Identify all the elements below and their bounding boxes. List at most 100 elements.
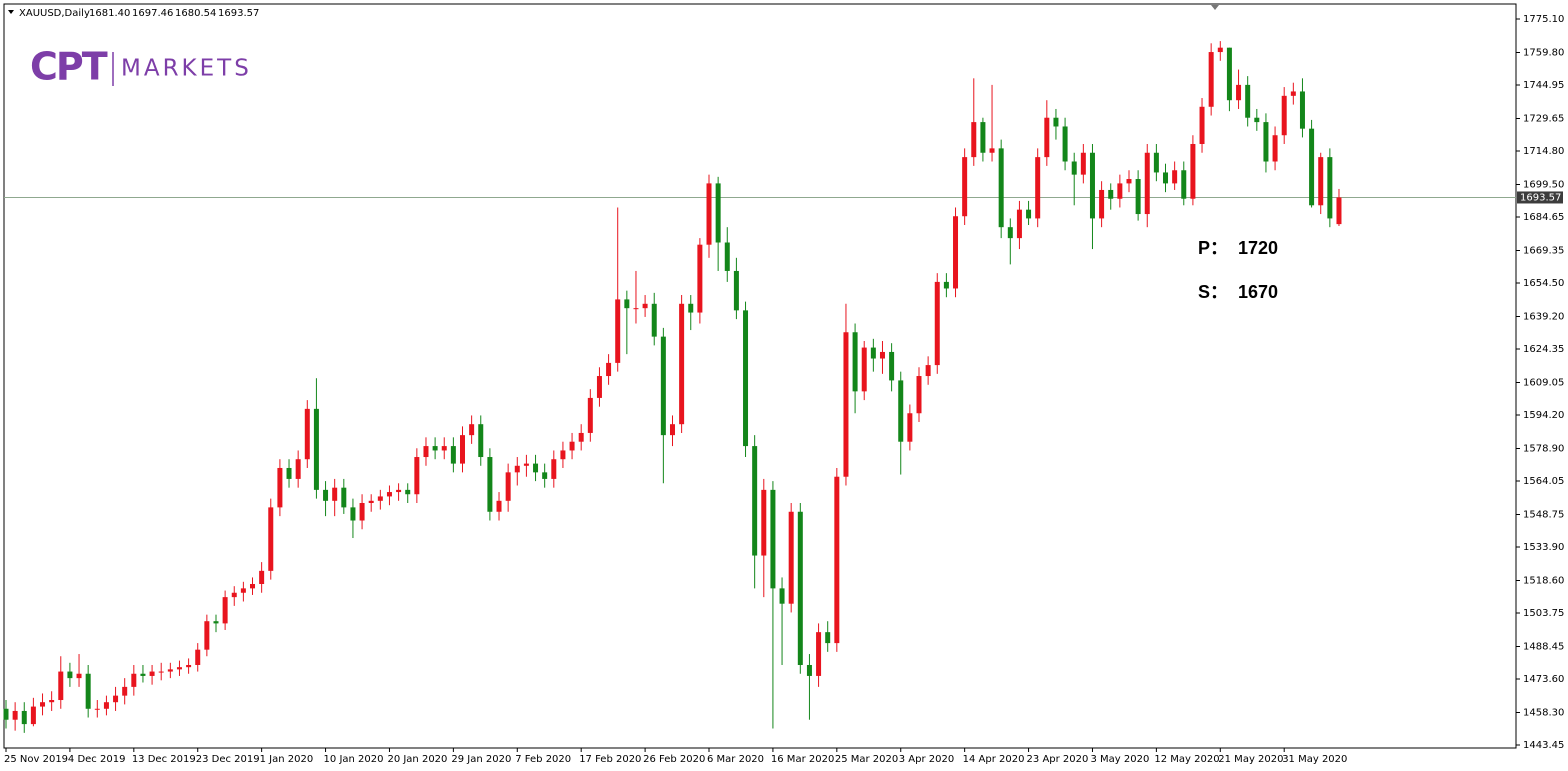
candle-body [1181,170,1187,199]
candle-body [697,244,703,313]
candle-body [971,122,977,158]
candle-body [578,432,584,442]
candle-body [843,332,849,477]
annotation-value: 1670 [1238,282,1278,302]
candle-body [560,450,566,460]
candle-body [1190,143,1196,199]
candle-body [1208,52,1214,107]
candle-body [1080,152,1086,175]
candle-body [1199,106,1205,144]
candle-body [669,424,675,436]
candle-body [953,216,959,289]
candle-body [834,476,840,644]
candle-body [1117,183,1123,199]
candle-body [651,303,657,337]
candle-body [67,671,73,679]
y-tick-label: 1594.20 [1523,410,1564,421]
candle-body [569,441,575,451]
header-open: 1681.40 [89,8,130,19]
price-box [1517,191,1563,204]
candle-body [1071,161,1077,175]
candle-body [405,489,411,495]
candle-body [1016,209,1022,239]
candle-body [825,632,831,644]
candle-body [496,500,502,512]
candle-body [113,695,119,703]
candle-body [240,588,246,593]
candle-body [295,459,301,479]
candle-body [706,183,712,245]
candle-body [852,332,858,392]
candle-body [12,710,18,720]
candle-body [377,496,383,501]
candle-body [1245,84,1251,118]
candle-body [94,708,100,710]
candle-body [1172,170,1178,184]
candle-body [450,446,456,464]
candle-body [1290,91,1296,96]
y-tick-label: 1759.80 [1523,47,1564,58]
candle-body [323,489,329,501]
candle-body [1163,172,1169,184]
candle-body [359,502,365,521]
x-tick-label: 10 Jan 2020 [324,754,384,765]
symbol: XAUUSD,Daily [19,8,90,19]
candle-body [1108,189,1114,199]
annotation-value: 1720 [1238,238,1278,258]
candle-body [1026,209,1032,219]
y-tick-label: 1714.80 [1523,146,1564,157]
candle-body [779,588,785,604]
x-tick-label: 26 Feb 2020 [643,754,705,765]
candle-body [49,700,55,703]
candle-body [551,459,557,479]
candle-body [752,446,758,556]
candle-body [743,310,749,447]
x-tick-label: 6 Mar 2020 [707,754,764,765]
candle-body [587,397,593,433]
candle-body [596,376,602,398]
candle-body [222,597,228,624]
candle-body [505,472,511,501]
header-low: 1680.54 [175,8,216,19]
y-tick-label: 1609.05 [1523,377,1564,388]
candle-body [1007,227,1013,239]
candle-body [167,669,173,672]
candle-body [523,463,529,466]
candle-body [816,632,822,676]
y-tick-label: 1443.45 [1523,740,1564,751]
candle-body [943,281,949,289]
candle-body [542,472,548,479]
y-tick-label: 1729.65 [1523,113,1564,124]
candle-body [907,413,913,442]
x-tick-label: 3 Apr 2020 [899,754,954,765]
candle-body [332,487,338,501]
candle-body [350,507,356,521]
candle-body [1062,126,1068,162]
candle-body [1281,95,1287,136]
candle-body [250,583,256,589]
candle-body [441,446,447,451]
candle-body [341,487,347,508]
header-close: 1693.57 [218,8,259,19]
candle-body [1053,117,1059,127]
candle-body [642,303,648,309]
candle-body [898,380,904,442]
candle-body [770,489,776,589]
candle-body [715,183,721,243]
candle-body [259,570,265,584]
candle-body [386,492,392,497]
candle-body [487,457,493,512]
candle-body [122,686,128,696]
price-box-label: 1693.57 [1520,192,1561,203]
candle-body [806,664,812,676]
y-tick-label: 1564.05 [1523,476,1564,487]
annotation-label: P： [1198,238,1228,258]
candle-body [980,122,986,153]
x-tick-label: 25 Mar 2020 [835,754,898,765]
y-tick-label: 1503.75 [1523,608,1564,619]
x-tick-label: 14 Apr 2020 [963,754,1025,765]
candle-body [916,376,922,414]
y-tick-label: 1518.60 [1523,575,1564,586]
candle-body [998,148,1004,228]
candle-body [478,424,484,458]
